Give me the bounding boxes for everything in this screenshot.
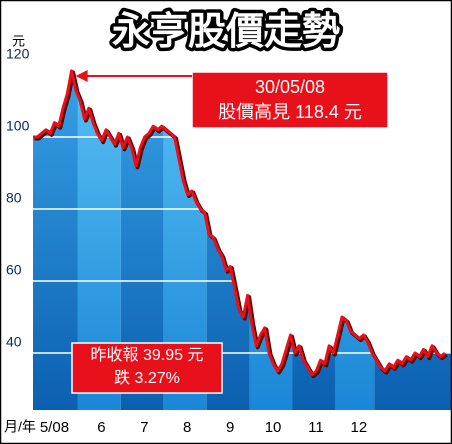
x-axis-label: 月/年 <box>4 419 36 435</box>
x-tick-label: 5/08 <box>40 419 69 436</box>
x-tick-label: 6 <box>97 419 105 436</box>
annotation-text: 跌 3.27% <box>114 369 180 387</box>
annotation-text: 昨收報 39.95 元 <box>91 346 204 364</box>
y-tick-label: 120 <box>6 46 30 62</box>
annotation-box <box>71 342 223 394</box>
y-tick-label: 100 <box>6 118 30 134</box>
plot: 40 60 80 100 120 5/08 6 7 8 9 10 11 12 30/05/08 股價高見 1… <box>6 46 448 436</box>
x-tick-label: 12 <box>351 419 368 436</box>
y-tick-label: 60 <box>6 262 22 278</box>
annotation-text: 30/05/08 <box>255 77 325 97</box>
x-tick-label: 8 <box>183 419 191 436</box>
arrow-head <box>75 70 88 82</box>
x-tick-label: 7 <box>140 419 148 436</box>
y-tick-label: 40 <box>6 334 22 350</box>
x-tick-label: 10 <box>265 419 282 436</box>
annotation-box <box>191 71 389 129</box>
x-tick-label: 9 <box>226 419 234 436</box>
line <box>33 69 446 377</box>
x-tick-label: 11 <box>308 419 324 436</box>
chart-title: 永亨股價走勢 <box>112 11 340 53</box>
y-unit: 元 <box>12 33 25 48</box>
y-tick-label: 80 <box>6 190 22 206</box>
annotation-text: 股價高見 118.4 元 <box>218 102 362 122</box>
